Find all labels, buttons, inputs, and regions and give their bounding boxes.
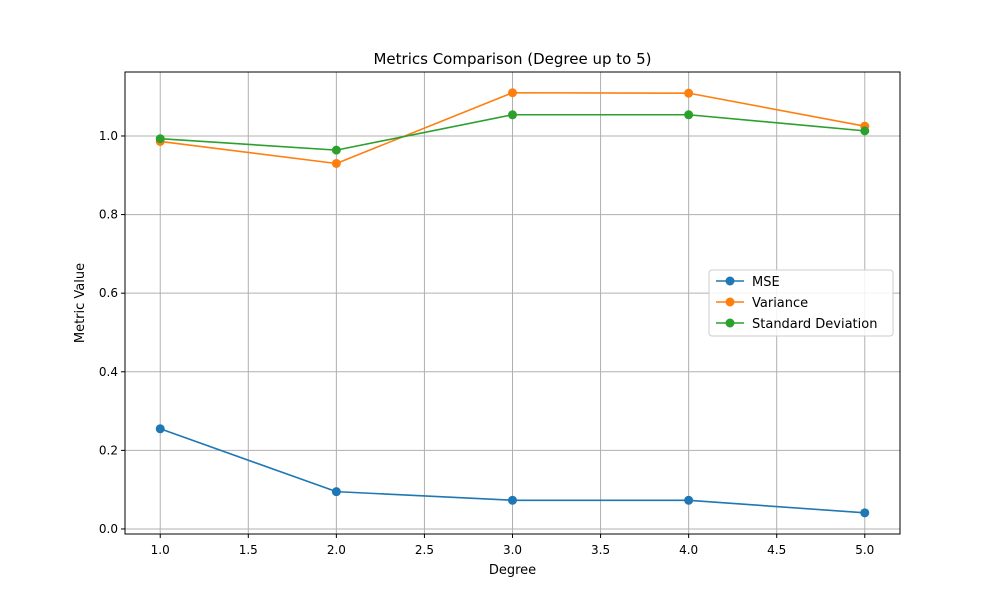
x-tick-label: 4.0 xyxy=(679,543,698,557)
chart-title: Metrics Comparison (Degree up to 5) xyxy=(373,50,651,68)
series-mse xyxy=(155,424,870,518)
data-point-variance xyxy=(508,88,517,98)
legend-label-standard-deviation: Standard Deviation xyxy=(752,317,877,332)
x-tick-label: 5.0 xyxy=(855,543,874,557)
x-tick-label: 1.0 xyxy=(151,543,170,557)
x-tick-label: 3.0 xyxy=(503,543,522,557)
y-tick-label: 1.0 xyxy=(99,129,118,143)
legend-label-variance: Variance xyxy=(752,296,808,311)
data-point-mse xyxy=(860,508,870,518)
y-tick-label: 0.2 xyxy=(99,443,118,457)
legend-box xyxy=(708,269,894,337)
legend-item-mse: MSE xyxy=(716,275,780,290)
legend-item-standard-deviation: Standard Deviation xyxy=(716,317,877,332)
data-point-mse xyxy=(508,495,517,505)
series-layer xyxy=(155,88,870,518)
x-axis-label: Degree xyxy=(489,563,536,578)
x-axis: 1.0 1.5 2.0 2.5 3.0 3.5 4.0 4.5 5.0 xyxy=(151,534,874,557)
y-tick-label: 0.4 xyxy=(99,365,118,379)
data-point-standard-deviation xyxy=(331,145,341,155)
data-point-variance xyxy=(331,158,341,168)
data-point-standard-deviation xyxy=(684,110,694,120)
y-tick-label: 0.6 xyxy=(99,286,118,300)
legend-label-mse: MSE xyxy=(752,275,780,290)
data-point-mse xyxy=(331,487,341,497)
y-tick-label: 0.8 xyxy=(99,208,118,222)
legend: MSE Variance Standard Deviation xyxy=(708,269,894,337)
legend-marker-mse xyxy=(725,276,735,286)
legend-marker-variance xyxy=(725,297,735,307)
x-tick-label: 4.5 xyxy=(767,543,786,557)
data-point-standard-deviation xyxy=(155,134,165,144)
x-tick-label: 1.5 xyxy=(239,543,258,557)
x-tick-label: 2.0 xyxy=(327,543,346,557)
y-axis-label: Metric Value xyxy=(73,263,88,343)
data-point-mse xyxy=(684,495,694,505)
data-point-standard-deviation xyxy=(508,110,517,120)
y-tick-label: 0.0 xyxy=(99,522,118,536)
series-standard-deviation xyxy=(155,110,870,155)
data-point-standard-deviation xyxy=(860,126,870,136)
x-tick-label: 2.5 xyxy=(415,543,434,557)
data-point-mse xyxy=(155,424,165,434)
legend-marker-standard-deviation xyxy=(725,318,735,328)
legend-items: MSE Variance Standard Deviation xyxy=(716,275,877,332)
y-axis: 0.0 0.2 0.4 0.6 0.8 1.0 xyxy=(99,129,125,536)
x-tick-label: 3.5 xyxy=(591,543,610,557)
legend-item-variance: Variance xyxy=(716,296,808,311)
data-point-variance xyxy=(684,88,694,98)
